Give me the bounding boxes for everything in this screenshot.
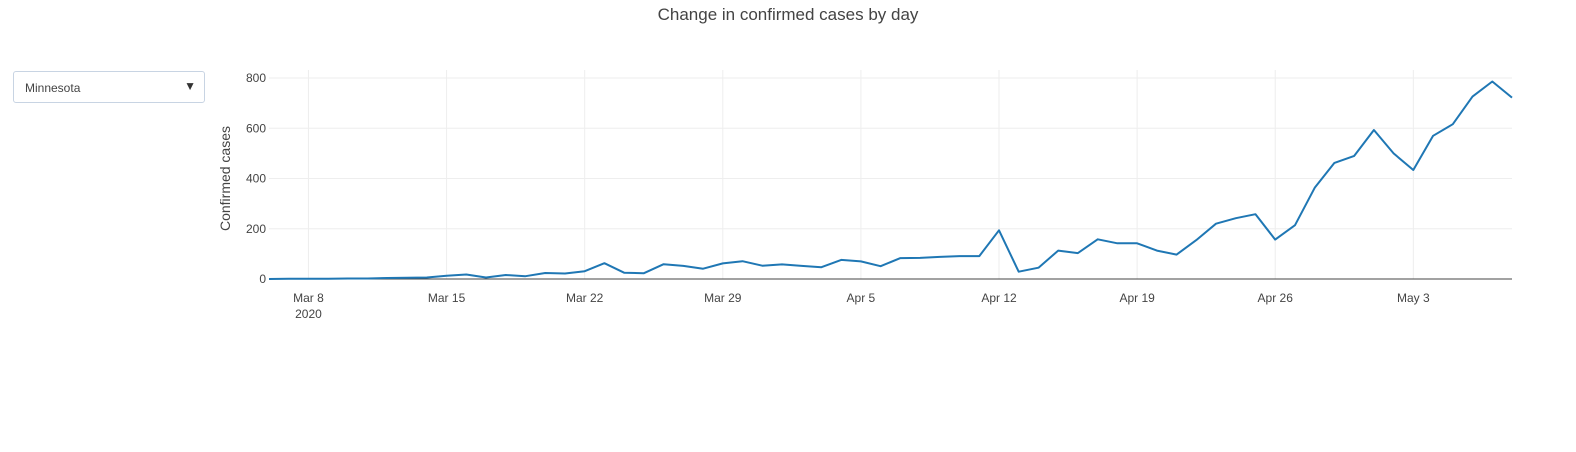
x-tick-label: Apr 19 (1119, 291, 1155, 305)
state-dropdown-value: Minnesota (25, 81, 81, 95)
series-line (268, 80, 1513, 280)
y-tick-label: 0 (259, 272, 266, 286)
x-gridlines (307, 70, 1414, 279)
y-tick-label: 200 (246, 222, 266, 236)
x-tick-labels: Mar 8 2020 Mar 15 Mar 22 Mar 29 Apr 5 Apr 12 Ap… (293, 291, 1430, 321)
x-tick-label: Mar 22 (566, 291, 604, 305)
x-tick-label: Apr 26 (1258, 291, 1294, 305)
y-tick-label: 800 (246, 71, 266, 85)
y-axis-title: Confirmed cases (217, 126, 233, 231)
chart-title: Change in confirmed cases by day (657, 5, 919, 24)
caret-down-icon[interactable]: ▼ (184, 79, 196, 93)
x-tick-sublabel: 2020 (295, 307, 322, 321)
x-tick-label: Apr 5 (847, 291, 876, 305)
y-tick-label: 400 (246, 172, 266, 186)
y-gridlines (269, 77, 1512, 230)
x-tick-label: Mar 15 (428, 291, 466, 305)
state-dropdown[interactable]: Minnesota ▼ (13, 71, 205, 103)
x-tick-label: May 3 (1397, 291, 1430, 305)
x-tick-label: Mar 29 (704, 291, 742, 305)
x-tick-label: Apr 12 (981, 291, 1017, 305)
x-tick-label: Mar 8 (293, 291, 324, 305)
y-tick-label: 600 (246, 121, 266, 135)
series-group (268, 80, 1513, 280)
y-tick-labels: 0 200 400 600 800 (246, 71, 266, 286)
